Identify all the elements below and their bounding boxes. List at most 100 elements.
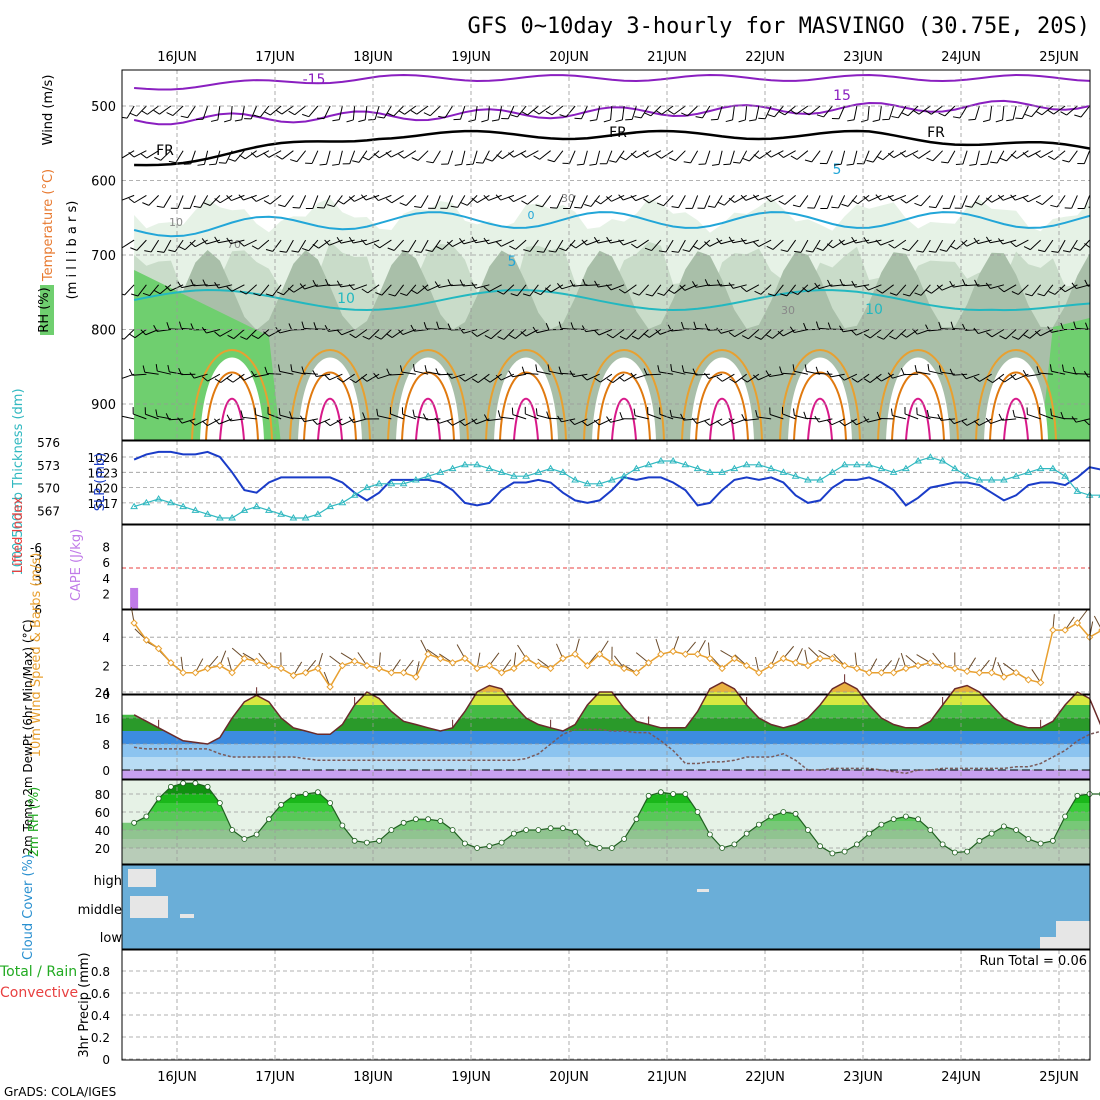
- wind-barb-flag: [446, 420, 453, 426]
- rh-point: [939, 841, 946, 848]
- contour-label: -15: [303, 72, 326, 88]
- wind-barb-flag: [435, 245, 443, 250]
- wind-barb-flag: [606, 196, 612, 202]
- wind-barb-flag: [866, 159, 874, 163]
- wind-barb: [1079, 239, 1090, 251]
- wind-barb: [189, 195, 196, 209]
- wind-barb: [904, 413, 919, 420]
- wind-barb: [855, 284, 870, 288]
- wind-barb-flag: [914, 292, 922, 296]
- thickness-point: [338, 498, 347, 506]
- contour-label: 15: [833, 88, 851, 104]
- wind-barb: [134, 329, 147, 339]
- chart-title: GFS 0~10day 3-hourly for MASVINGO (30.75…: [467, 14, 1090, 39]
- wind-barb-flag: [950, 245, 957, 250]
- wind-barb-flag: [302, 113, 309, 118]
- wind-barb: [1003, 284, 1017, 293]
- rh-point: [755, 821, 762, 828]
- wind-barb: [524, 372, 539, 375]
- wind-barb-flag: [851, 329, 857, 336]
- wind-barb-flag: [841, 203, 849, 207]
- wind-barb: [1089, 247, 1090, 248]
- pressure-tick-label: 700: [91, 249, 116, 264]
- thickness-tick-label: 567: [37, 504, 60, 518]
- wind-barb: [598, 239, 612, 244]
- wind-speed-point: [448, 659, 457, 667]
- wind-barb-flag: [851, 199, 859, 205]
- surface-wind-barb: [905, 654, 919, 666]
- wind-barb-flag: [336, 280, 342, 288]
- thickness-point: [363, 483, 371, 491]
- wind-barb-flag: [593, 236, 599, 244]
- wind-barb: [683, 418, 698, 421]
- wind-barb: [573, 373, 588, 378]
- wind-barb-flag: [468, 119, 476, 122]
- slp-tick-label: 1026: [87, 451, 118, 465]
- wind-barb-flag: [471, 331, 478, 337]
- wind-barb: [1051, 329, 1066, 333]
- wind-barb-flag: [250, 196, 257, 202]
- wind-barb: [550, 284, 564, 293]
- wind-barb: [909, 284, 919, 297]
- wind-barb: [1015, 194, 1029, 201]
- wind-barb-flag: [634, 116, 642, 119]
- wind-barb-flag: [914, 364, 918, 373]
- wind-barb-flag: [263, 200, 271, 205]
- wind-barb-flag: [973, 327, 979, 334]
- wind-barb-flag: [692, 245, 700, 250]
- wind-barb: [807, 284, 821, 293]
- thickness-point: [448, 464, 457, 472]
- wind-barb-flag: [557, 283, 563, 290]
- wind-barb: [782, 329, 796, 337]
- rh-point: [180, 780, 187, 787]
- wind-barb-flag: [168, 160, 176, 164]
- rh-point: [486, 843, 493, 850]
- wind-speed-point: [853, 664, 861, 673]
- wind-barb: [1084, 195, 1090, 209]
- wind-barb-flag: [780, 293, 788, 297]
- wind-speed-point: [951, 664, 959, 673]
- ylabel-cape: CAPE (J/kg): [69, 529, 84, 601]
- wind-barb-flag: [570, 322, 574, 330]
- temp-contour-25: [989, 371, 1043, 440]
- wind-speed-point: [191, 668, 200, 677]
- precip-tick-label: 0.2: [91, 1031, 110, 1045]
- wind-barb-flag: [644, 112, 652, 117]
- wind-speed-point: [130, 619, 138, 627]
- wind-barb: [464, 373, 478, 382]
- thickness-point: [644, 460, 653, 468]
- wind-barb: [303, 372, 318, 375]
- ylabel-thickness: 1000-500mb Thickness (dm): [11, 388, 26, 575]
- wind-barb-flag: [239, 290, 247, 295]
- wind-barb-flag: [1011, 291, 1019, 295]
- wind-barb-flag: [717, 201, 725, 206]
- wind-barb: [842, 329, 857, 333]
- wind-barb-flag: [594, 199, 602, 205]
- wind-barb-flag: [632, 292, 640, 296]
- ylabel-2m-temp: 2m Temp 2m DewPt (6hr Min/Max) (°C): [21, 619, 35, 854]
- wind-speed-point: [142, 636, 151, 644]
- wind-barb-flag: [816, 114, 824, 118]
- wind-barb-flag: [667, 110, 675, 115]
- thickness-point: [767, 464, 775, 472]
- wind-barb: [1026, 373, 1041, 377]
- bottom-date-label: 22JUN: [745, 1070, 785, 1085]
- wind-barb: [525, 150, 539, 158]
- wind-barb: [294, 105, 306, 116]
- wind-barb: [401, 371, 416, 375]
- wind-barb: [1075, 373, 1090, 375]
- wind-barb-flag: [740, 194, 747, 201]
- wind-barb-flag: [1035, 200, 1043, 206]
- wind-barb: [586, 239, 600, 246]
- wind-barb-flag: [265, 293, 273, 297]
- wind-barb: [405, 195, 417, 206]
- wind-barb: [636, 239, 649, 249]
- wind-barb: [291, 417, 306, 420]
- thickness-point: [620, 472, 628, 479]
- surface-wind-barb: [808, 647, 821, 659]
- wind-barb: [932, 150, 943, 162]
- wind-barb: [732, 284, 747, 289]
- li-tick-label: -6: [30, 541, 42, 555]
- wind-barb-flag: [276, 291, 284, 296]
